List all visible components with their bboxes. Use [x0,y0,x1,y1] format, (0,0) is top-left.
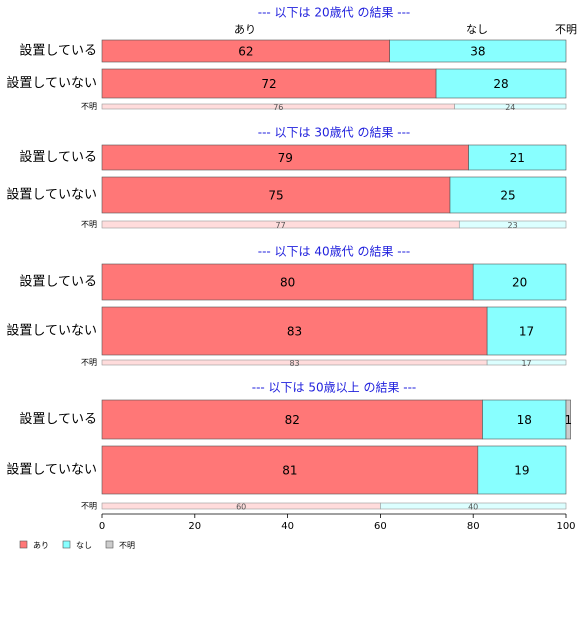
legend-swatch [105,540,114,549]
value-label: 25 [500,189,515,203]
row-label: 不明 [81,358,97,367]
x-tick-label: 40 [281,521,294,532]
bar-segment [101,399,483,440]
bar-segment [449,176,567,214]
row-label: 設置していない [6,187,97,203]
row-label: 設置している [19,149,97,165]
row-label: 設置している [19,43,97,59]
value-label: 75 [268,189,283,203]
x-tick-label: 20 [188,521,201,532]
bar-segment [486,359,567,366]
value-label: 28 [493,77,508,91]
bar-segment [101,144,469,171]
bar-segment [101,68,437,99]
column-label: あり [234,23,256,36]
value-label: 17 [521,359,531,368]
bar-segment [482,399,567,440]
legend-label: 不明 [119,541,135,550]
bar-segment [101,306,488,356]
value-label: 40 [468,503,478,512]
legend-swatch [19,540,28,549]
value-label: 80 [280,276,295,290]
value-label: 38 [470,45,485,59]
bar-segment [472,263,567,301]
panel-title: --- 以下は 20歳代 の結果 --- [258,6,411,20]
panel-title: --- 以下は 30歳代 の結果 --- [258,126,411,140]
bar-segment [435,68,567,99]
row-label: 設置していない [6,323,97,339]
row-label: 不明 [81,502,97,511]
bar-segment [458,220,567,229]
legend-swatch [62,540,71,549]
row-label: 設置している [19,411,97,427]
row-label: 設置していない [6,462,97,478]
bar-segment [101,445,479,495]
value-label: 76 [273,103,283,112]
value-label: 21 [510,151,525,165]
bar-segment [380,502,567,510]
column-label: なし [466,23,488,36]
legend-label: なし [76,541,92,550]
row-label: 設置している [19,274,97,290]
x-tick-label: 100 [556,521,575,532]
column-label: 不明 [555,23,577,36]
value-label: 60 [236,503,246,512]
value-label: 62 [238,45,253,59]
value-label: 83 [287,325,302,339]
value-label: 72 [261,77,276,91]
row-label: 不明 [81,220,97,229]
bar-segment [101,263,474,301]
value-label: 77 [276,221,286,230]
value-label: 20 [512,276,527,290]
value-label: 19 [514,464,529,478]
x-tick-label: 80 [467,521,480,532]
legend-label: あり [33,541,49,550]
value-label: 18 [517,413,532,427]
value-label: 24 [505,103,515,112]
row-label: 不明 [81,102,97,111]
x-tick-label: 0 [99,521,105,532]
value-label: 82 [285,413,300,427]
row-label: 設置していない [6,75,97,91]
bar-segment [101,176,451,214]
bar-segment [477,445,567,495]
bar-segment [486,306,567,356]
x-tick-label: 60 [374,521,387,532]
value-label: 1 [564,413,572,427]
value-label: 83 [289,359,299,368]
panel-title: --- 以下は 50歳以上 の結果 --- [252,381,417,395]
bar-segment [565,399,571,440]
bar-segment [468,144,567,171]
value-label: 23 [508,221,518,230]
bar-segment [389,39,567,63]
bar-segment [454,103,567,110]
value-label: 79 [278,151,293,165]
panel-title: --- 以下は 40歳代 の結果 --- [258,245,411,259]
value-label: 17 [519,325,534,339]
value-label: 81 [282,464,297,478]
